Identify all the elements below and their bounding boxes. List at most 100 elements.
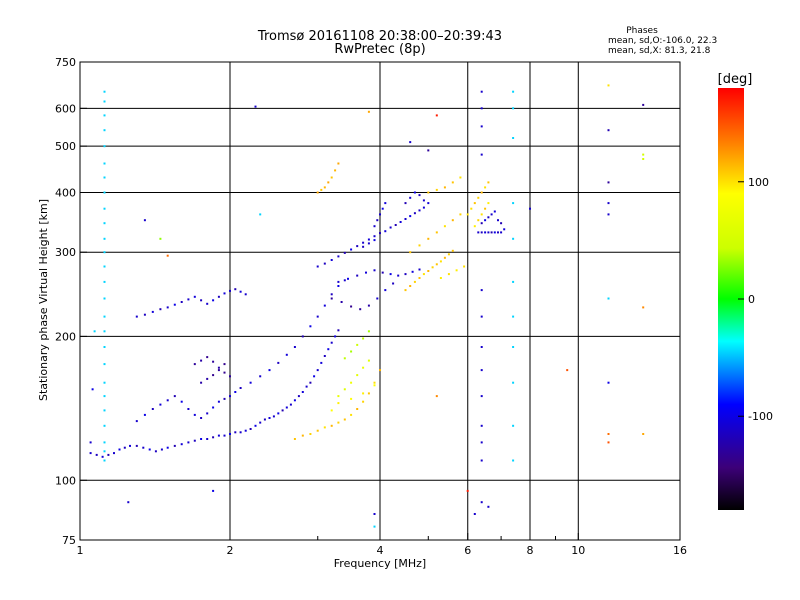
data-point [362,366,365,369]
data-point [320,188,323,191]
data-point [459,213,462,216]
data-point [293,346,296,348]
data-point [293,438,296,440]
data-point [223,434,226,437]
data-point [512,459,515,462]
data-point [330,176,333,179]
data-point [422,273,425,276]
data-point [512,90,515,93]
data-point [480,315,483,318]
data-point [409,196,412,199]
data-point [193,295,196,298]
data-point [193,363,196,366]
data-point [418,194,421,197]
data-point [399,221,402,223]
data-point [447,273,450,276]
data-point [411,270,414,273]
colorbar-label: [deg] [718,72,753,87]
data-point [206,438,209,440]
data-point [285,406,288,409]
data-point [330,341,333,344]
data-point [343,279,346,282]
data-point [123,446,126,449]
data-point [330,259,333,261]
point-cluster [103,90,106,462]
data-point [337,402,340,405]
data-point [384,289,387,292]
data-point [607,84,610,87]
data-point [103,424,106,427]
data-point [103,441,106,444]
data-point [200,438,203,440]
data-point [607,129,610,132]
data-point [422,199,425,202]
data-point [193,413,196,416]
data-point [466,213,469,216]
data-point [320,361,323,364]
data-point [480,289,483,292]
data-point [330,409,333,412]
data-point [217,434,220,437]
data-point [254,105,257,108]
data-point [337,280,340,283]
data-point [480,191,483,194]
data-point [239,387,242,389]
data-point [103,381,106,384]
data-point [166,446,169,449]
data-point [409,215,412,218]
x-axis: 1 2 4 6 8 10 16 [77,533,687,557]
data-point [229,395,231,398]
data-point [350,248,353,251]
data-point [212,374,215,377]
data-point [285,353,288,356]
data-point [477,219,480,222]
data-point [350,397,353,400]
data-point [316,315,319,318]
data-point [330,293,333,296]
data-point [337,395,340,398]
data-point [427,149,430,152]
data-point [180,443,183,446]
data-point [367,242,370,245]
data-point [200,359,203,362]
data-point [484,219,487,222]
data-point [493,210,496,213]
y-tick-label: 400 [55,186,76,199]
point-cluster [89,329,340,458]
x-axis-label: Frequency [MHz] [334,557,426,570]
data-point [379,232,381,235]
data-point [566,369,569,372]
data-point [103,176,106,179]
point-cluster [607,84,645,444]
point-cluster [316,162,340,194]
data-point [379,213,381,216]
data-point [367,110,370,113]
data-point [512,237,515,240]
data-point [151,408,154,410]
data-point [89,452,92,455]
data-point [301,434,304,437]
data-point [143,313,146,316]
data-point [289,403,292,406]
data-point [193,439,196,442]
data-point [103,222,106,225]
data-point [362,245,365,248]
colorbar-tick-label: -100 [748,410,773,423]
data-point [316,369,319,372]
x-tick-label: 8 [527,544,534,557]
data-point [512,315,515,318]
data-point [607,297,610,300]
data-point [173,303,176,306]
data-point [384,202,387,205]
data-point [187,408,190,410]
data-point [451,249,454,252]
data-point [103,450,106,453]
data-point [217,400,220,403]
data-point [334,169,337,172]
data-point [223,363,226,366]
data-point [103,129,106,132]
data-point [103,191,106,194]
data-point [173,395,176,398]
data-point [418,277,421,279]
